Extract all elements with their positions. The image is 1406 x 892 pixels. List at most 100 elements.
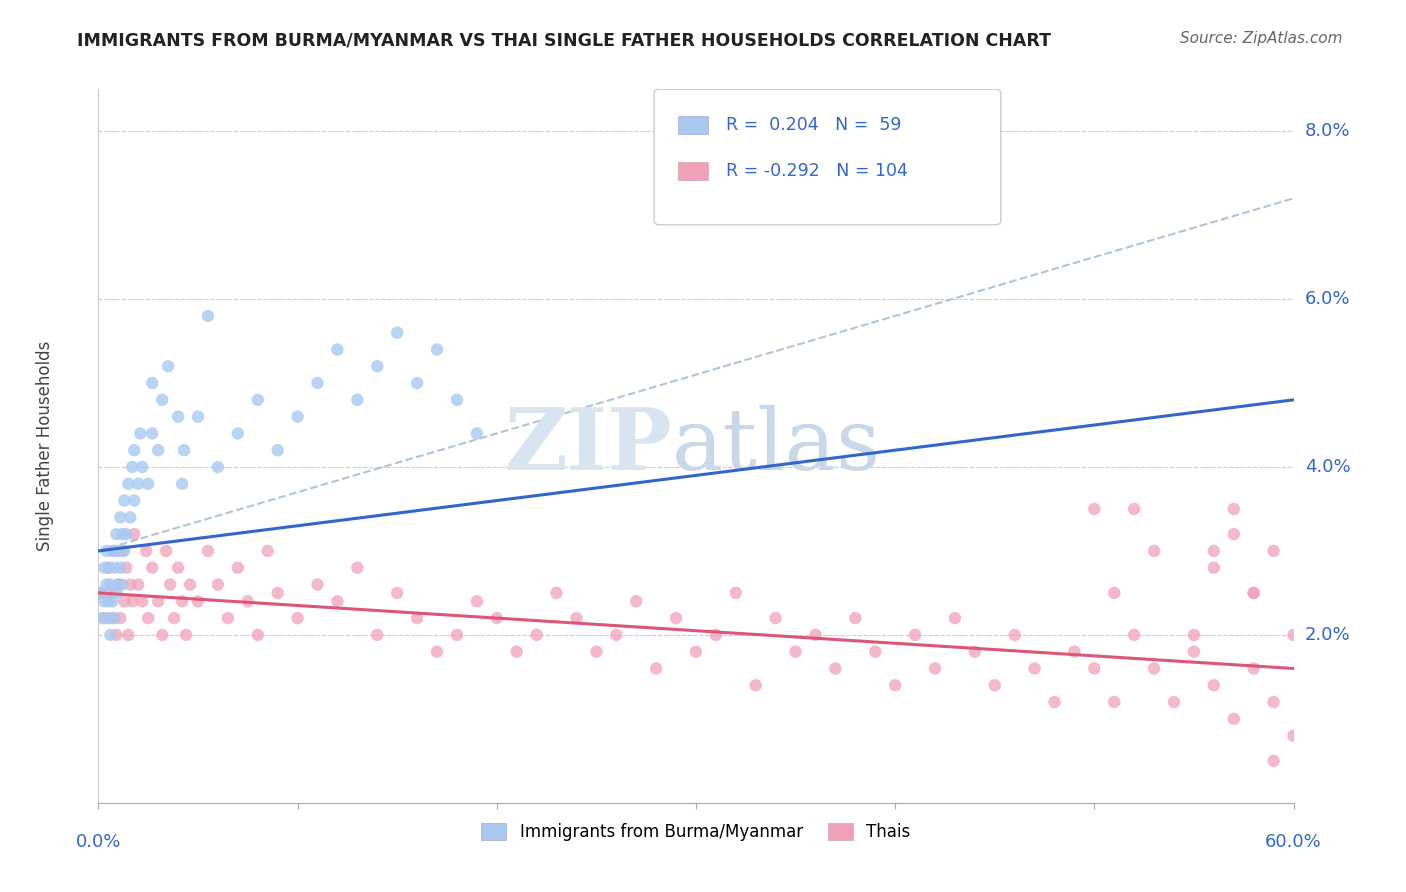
Point — [406, 376, 429, 390]
Point — [1202, 678, 1225, 692]
Point — [1202, 560, 1225, 574]
Point — [346, 560, 368, 574]
Point — [236, 594, 259, 608]
Point — [127, 476, 149, 491]
Point — [136, 611, 159, 625]
Point — [124, 443, 146, 458]
Point — [426, 343, 449, 357]
Point — [91, 611, 114, 625]
Point — [1123, 502, 1146, 516]
Point — [1163, 695, 1185, 709]
Point — [585, 645, 607, 659]
Point — [804, 628, 827, 642]
Point — [187, 594, 209, 608]
Point — [172, 476, 194, 491]
Point — [1143, 661, 1166, 675]
Point — [1223, 712, 1246, 726]
Point — [98, 628, 122, 642]
Point — [163, 611, 186, 625]
Point — [745, 678, 768, 692]
Point — [105, 586, 128, 600]
Text: R =  0.204   N =  59: R = 0.204 N = 59 — [725, 116, 901, 134]
Point — [1202, 544, 1225, 558]
Point — [98, 577, 122, 591]
Point — [89, 586, 111, 600]
Point — [97, 560, 120, 574]
Point — [346, 392, 368, 407]
Point — [173, 443, 195, 458]
Point — [645, 661, 668, 675]
Point — [1104, 695, 1126, 709]
Point — [103, 544, 125, 558]
Point — [115, 527, 138, 541]
FancyBboxPatch shape — [654, 89, 1001, 225]
Point — [110, 560, 132, 574]
Text: IMMIGRANTS FROM BURMA/MYANMAR VS THAI SINGLE FATHER HOUSEHOLDS CORRELATION CHART: IMMIGRANTS FROM BURMA/MYANMAR VS THAI SI… — [77, 31, 1052, 49]
Text: Source: ZipAtlas.com: Source: ZipAtlas.com — [1180, 31, 1343, 46]
Text: 4.0%: 4.0% — [1305, 458, 1350, 476]
Point — [97, 560, 120, 574]
Point — [141, 560, 163, 574]
Point — [187, 409, 209, 424]
Point — [1004, 628, 1026, 642]
Point — [117, 476, 139, 491]
Point — [1104, 586, 1126, 600]
Point — [1223, 527, 1246, 541]
Point — [1243, 661, 1265, 675]
Point — [246, 628, 269, 642]
Point — [1083, 661, 1105, 675]
Point — [1282, 628, 1305, 642]
Text: 60.0%: 60.0% — [1265, 833, 1322, 851]
Point — [93, 560, 115, 574]
Point — [446, 628, 468, 642]
Point — [124, 493, 146, 508]
Text: 8.0%: 8.0% — [1305, 122, 1350, 140]
Point — [105, 628, 128, 642]
Point — [605, 628, 627, 642]
Point — [446, 392, 468, 407]
FancyBboxPatch shape — [678, 162, 709, 180]
Point — [366, 628, 388, 642]
Point — [93, 594, 115, 608]
Point — [121, 460, 143, 475]
Point — [93, 611, 115, 625]
Point — [141, 376, 163, 390]
Point — [943, 611, 966, 625]
Point — [127, 577, 149, 591]
Point — [179, 577, 201, 591]
Point — [1263, 695, 1285, 709]
Point — [1063, 645, 1085, 659]
Point — [1083, 502, 1105, 516]
Point — [129, 426, 152, 441]
Point — [96, 577, 118, 591]
Point — [1024, 661, 1046, 675]
Point — [226, 560, 249, 574]
Point — [1263, 544, 1285, 558]
Point — [844, 611, 866, 625]
Point — [148, 594, 170, 608]
Point — [141, 426, 163, 441]
Point — [904, 628, 927, 642]
Point — [765, 611, 787, 625]
Point — [526, 628, 548, 642]
Point — [963, 645, 986, 659]
Point — [385, 586, 409, 600]
Point — [135, 544, 157, 558]
Point — [824, 661, 846, 675]
Point — [924, 661, 946, 675]
Point — [366, 359, 388, 374]
Text: R = -0.292   N = 104: R = -0.292 N = 104 — [725, 162, 908, 180]
Point — [724, 586, 747, 600]
Point — [117, 628, 139, 642]
Point — [97, 611, 120, 625]
Point — [1043, 695, 1066, 709]
Point — [155, 544, 177, 558]
Point — [685, 645, 707, 659]
Point — [506, 645, 529, 659]
Point — [107, 577, 129, 591]
Point — [112, 544, 135, 558]
Point — [465, 426, 488, 441]
Point — [148, 443, 170, 458]
Point — [120, 577, 142, 591]
Point — [110, 611, 132, 625]
